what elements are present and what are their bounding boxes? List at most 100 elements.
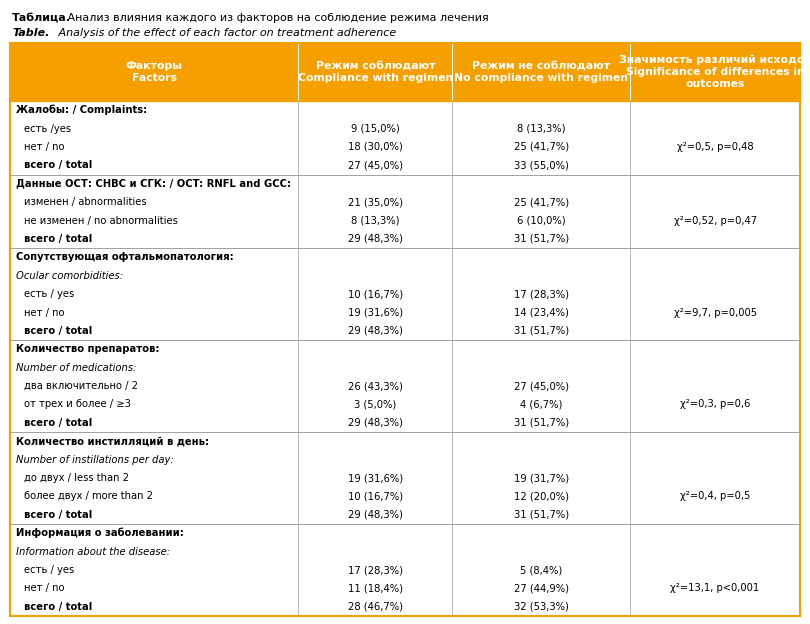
Bar (10, 193, 800, 212)
Text: Table.: Table. (12, 28, 49, 38)
Text: 33 (55,0%): 33 (55,0%) (514, 160, 569, 170)
Text: 31 (51,7%): 31 (51,7%) (514, 418, 569, 428)
Text: изменен / abnormalities: изменен / abnormalities (24, 197, 147, 207)
Bar (10, 156, 800, 175)
Bar (10, 138, 800, 156)
Bar (10, 340, 800, 377)
Text: 31 (51,7%): 31 (51,7%) (514, 234, 569, 244)
Text: 29 (48,3%): 29 (48,3%) (348, 326, 403, 336)
Text: Информация о заболевании:: Информация о заболевании: (16, 528, 184, 539)
Text: Режим не соблюдают
No compliance with regimen: Режим не соблюдают No compliance with re… (454, 61, 629, 83)
Text: Данные ОСТ: СНВС и СГК: / OCT: RNFL and GCC:: Данные ОСТ: СНВС и СГК: / OCT: RNFL and … (16, 178, 291, 189)
Bar (10, 469, 800, 487)
Text: до двух / less than 2: до двух / less than 2 (24, 473, 129, 483)
Text: 6 (10,0%): 6 (10,0%) (517, 215, 565, 225)
Text: χ²=0,4, p=0,5: χ²=0,4, p=0,5 (680, 492, 750, 502)
Text: 32 (53,3%): 32 (53,3%) (514, 602, 569, 612)
Text: Таблица.: Таблица. (12, 13, 71, 23)
Text: Анализ влияния каждого из факторов на соблюдение режима лечения: Анализ влияния каждого из факторов на со… (64, 13, 488, 23)
Bar (10, 119, 800, 138)
Bar (10, 598, 800, 616)
Bar (10, 395, 800, 414)
Bar (10, 561, 800, 579)
Text: Information about the disease:: Information about the disease: (16, 547, 170, 557)
Text: 17 (28,3%): 17 (28,3%) (347, 565, 403, 575)
Text: χ²=9,7, p=0,005: χ²=9,7, p=0,005 (673, 308, 757, 318)
Text: Number of instillations per day:: Number of instillations per day: (16, 455, 174, 465)
Bar (10, 303, 800, 322)
Text: есть / yes: есть / yes (24, 565, 75, 575)
Text: всего / total: всего / total (24, 160, 92, 170)
Text: χ²=0,5, p=0,48: χ²=0,5, p=0,48 (677, 142, 753, 152)
Text: 29 (48,3%): 29 (48,3%) (348, 234, 403, 244)
Bar (10, 43, 800, 101)
Text: нет / no: нет / no (24, 583, 65, 593)
Text: 3 (5,0%): 3 (5,0%) (354, 399, 397, 409)
Text: 18 (30,0%): 18 (30,0%) (348, 142, 403, 152)
Text: Значимость различий исходов
Significance of differences in
outcomes: Значимость различий исходов Significance… (619, 56, 810, 89)
Text: Количество инстилляций в день:: Количество инстилляций в день: (16, 436, 209, 446)
Text: 27 (44,9%): 27 (44,9%) (514, 583, 569, 593)
Bar (10, 377, 800, 395)
Text: Сопутствующая офтальмопатология:: Сопутствующая офтальмопатология: (16, 252, 234, 262)
Text: 26 (43,3%): 26 (43,3%) (348, 381, 403, 391)
Text: 29 (48,3%): 29 (48,3%) (348, 418, 403, 428)
Text: χ²=13,1, p<0,001: χ²=13,1, p<0,001 (671, 583, 760, 593)
Bar (10, 101, 800, 119)
Text: 10 (16,7%): 10 (16,7%) (347, 492, 403, 502)
Text: 14 (23,4%): 14 (23,4%) (514, 308, 569, 318)
Bar (10, 322, 800, 340)
Bar (10, 579, 800, 598)
Text: Number of medications:: Number of medications: (16, 363, 137, 373)
Text: всего / total: всего / total (24, 510, 92, 520)
Text: нет / no: нет / no (24, 142, 65, 152)
Text: от трех и более / ≥3: от трех и более / ≥3 (24, 399, 131, 409)
Text: не изменен / no abnormalities: не изменен / no abnormalities (24, 215, 178, 225)
Text: 31 (51,7%): 31 (51,7%) (514, 326, 569, 336)
Text: 17 (28,3%): 17 (28,3%) (514, 289, 569, 299)
Text: Количество препаратов:: Количество препаратов: (16, 344, 160, 354)
Text: 19 (31,7%): 19 (31,7%) (514, 473, 569, 483)
Text: 12 (20,0%): 12 (20,0%) (514, 492, 569, 502)
Text: 19 (31,6%): 19 (31,6%) (347, 308, 403, 318)
Text: 10 (16,7%): 10 (16,7%) (347, 289, 403, 299)
Text: 4 (6,7%): 4 (6,7%) (520, 399, 562, 409)
Text: χ²=0,52, p=0,47: χ²=0,52, p=0,47 (673, 215, 757, 225)
Text: всего / total: всего / total (24, 602, 92, 612)
Text: всего / total: всего / total (24, 418, 92, 428)
Text: 25 (41,7%): 25 (41,7%) (514, 197, 569, 207)
Text: 8 (13,3%): 8 (13,3%) (517, 124, 565, 134)
Text: 5 (8,4%): 5 (8,4%) (520, 565, 562, 575)
Bar (10, 212, 800, 230)
Bar (10, 285, 800, 303)
Text: 28 (46,7%): 28 (46,7%) (347, 602, 403, 612)
Text: всего / total: всего / total (24, 234, 92, 244)
Bar (10, 524, 800, 561)
Text: Жалобы: / Complaints:: Жалобы: / Complaints: (16, 105, 147, 115)
Text: 19 (31,6%): 19 (31,6%) (347, 473, 403, 483)
Bar (10, 487, 800, 505)
Text: Факторы
Factors: Факторы Factors (126, 61, 183, 83)
Text: два включительно / 2: два включительно / 2 (24, 381, 138, 391)
Text: 31 (51,7%): 31 (51,7%) (514, 510, 569, 520)
Bar (10, 230, 800, 248)
Bar (10, 432, 800, 469)
Text: 11 (18,4%): 11 (18,4%) (347, 583, 403, 593)
Text: Ocular comorbidities:: Ocular comorbidities: (16, 271, 123, 281)
Text: 25 (41,7%): 25 (41,7%) (514, 142, 569, 152)
Text: 21 (35,0%): 21 (35,0%) (347, 197, 403, 207)
Text: χ²=0,3, p=0,6: χ²=0,3, p=0,6 (680, 399, 750, 409)
Bar (10, 175, 800, 193)
Text: более двух / more than 2: более двух / more than 2 (24, 492, 153, 502)
Bar (10, 505, 800, 524)
Text: Режим соблюдают
Compliance with regimen: Режим соблюдают Compliance with regimen (298, 61, 453, 83)
Text: есть /yes: есть /yes (24, 124, 71, 134)
Text: 9 (15,0%): 9 (15,0%) (351, 124, 400, 134)
Text: есть / yes: есть / yes (24, 289, 75, 299)
Text: всего / total: всего / total (24, 326, 92, 336)
Text: Analysis of the effect of each factor on treatment adherence: Analysis of the effect of each factor on… (55, 28, 396, 38)
Text: 8 (13,3%): 8 (13,3%) (351, 215, 399, 225)
Text: 27 (45,0%): 27 (45,0%) (347, 160, 403, 170)
Text: нет / no: нет / no (24, 308, 65, 318)
Text: 27 (45,0%): 27 (45,0%) (514, 381, 569, 391)
